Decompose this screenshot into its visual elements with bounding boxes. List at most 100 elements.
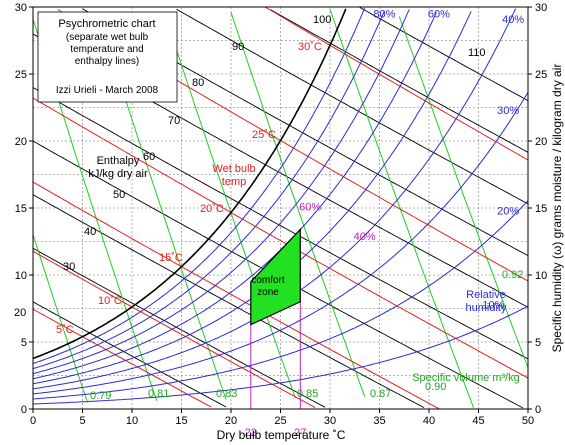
relative-humidity-curve xyxy=(32,10,385,370)
enthalpy-label: 30 xyxy=(63,261,75,273)
wet-bulb-label: 10˚C xyxy=(98,295,122,307)
relative-humidity-curve xyxy=(32,11,437,380)
enthalpy-line xyxy=(32,301,227,408)
specific-volume-label: 0.83 xyxy=(216,388,237,400)
y-tick-label-left: 30 xyxy=(15,2,27,14)
enthalpy-line xyxy=(176,8,529,205)
comfort-zone-label-1: comfort xyxy=(251,275,285,286)
wet-bulb-label: 15˚C xyxy=(159,252,183,264)
y-tick-label-left: 5 xyxy=(21,337,27,349)
chart-curves xyxy=(32,6,529,410)
y-tick-label-left: 10 xyxy=(15,270,27,282)
y-tick-label-left: 15 xyxy=(15,203,27,215)
comfort-zone: comfort zone xyxy=(250,227,301,326)
enthalpy-line xyxy=(270,9,529,153)
specific-volume-line xyxy=(398,16,529,368)
x-tick-label: 10 xyxy=(126,415,138,427)
chart-subtitle-line-2: temperature and xyxy=(70,44,143,55)
specific-volume-label: 0.92 xyxy=(502,269,523,281)
saturation-curve xyxy=(32,8,347,360)
enthalpy-label: 100 xyxy=(313,14,331,26)
wet-bulb-line xyxy=(265,6,529,161)
chart-title-box: Psychrometric chart (separate wet bulb t… xyxy=(37,11,178,103)
x-tick-label: 20 xyxy=(225,415,237,427)
rh-label: 60% xyxy=(299,202,321,214)
comfort-bound-label: 22 xyxy=(245,427,257,439)
rh-label: 40% xyxy=(354,231,376,243)
x-tick-label: 50 xyxy=(522,415,534,427)
enthalpy-label: 20 xyxy=(14,307,26,319)
relative-humidity-curve xyxy=(32,200,529,400)
specific-volume-label: 0.79 xyxy=(90,390,111,402)
wet-bulb-label: 5˚C xyxy=(56,324,74,336)
y-tick-label-left: 0 xyxy=(21,404,27,416)
x-tick-label: 25 xyxy=(274,415,286,427)
relative-humidity-curve xyxy=(32,7,366,364)
chart-author: Izzi Urieli - March 2008 xyxy=(56,85,159,96)
y-tick-label-right: 5 xyxy=(535,337,541,349)
specific-volume-label: 0.87 xyxy=(370,388,391,400)
chart-subtitle-line-1: (separate wet bulb xyxy=(66,32,149,43)
enthalpy-label: 80 xyxy=(192,77,204,89)
specific-volume-label: 0.81 xyxy=(148,388,169,400)
specific-volume-line xyxy=(230,12,366,397)
enthalpy-label: 110 xyxy=(468,47,486,59)
enthalpy-line xyxy=(32,194,425,408)
relative-humidity-curve xyxy=(32,92,529,395)
rh-label: 30% xyxy=(497,105,519,117)
enthalpy-label: 90 xyxy=(232,41,244,53)
y-tick-label-right: 0 xyxy=(535,404,541,416)
specific-volume-line xyxy=(32,234,88,403)
enthalpy-label: 60 xyxy=(143,151,155,163)
specific-volume-line xyxy=(329,8,475,408)
wet-bulb-label: 25˚C xyxy=(252,129,276,141)
rh-label: 10% xyxy=(482,300,504,312)
enthalpy-title-line-2: kJ/kg dry air xyxy=(88,168,148,180)
wet-bulb-title-line-1: Wet bulb xyxy=(212,163,255,175)
rh-title-line-1: Relative xyxy=(466,289,506,301)
y-tick-label-right: 25 xyxy=(535,69,547,81)
wet-bulb-line xyxy=(32,250,316,409)
x-tick-label: 5 xyxy=(79,415,85,427)
rh-label: 80% xyxy=(373,9,395,21)
comfort-zone-polygon xyxy=(250,227,301,326)
enthalpy-line xyxy=(32,87,529,360)
chart-subtitle-line-3: enthalpy lines) xyxy=(75,56,139,67)
enthalpy-line xyxy=(32,247,326,408)
y-tick-label-left: 25 xyxy=(15,69,27,81)
wet-bulb-label: 30˚C xyxy=(298,41,322,53)
comfort-bound-label: 27 xyxy=(294,427,306,439)
y-tick-label-right: 20 xyxy=(535,136,547,148)
specific-volume-label: 0.90 xyxy=(425,381,446,393)
rh-title-line-2: humidity xyxy=(466,302,507,314)
x-axis-label: Dry bulb temperature ˚C xyxy=(217,428,346,442)
enthalpy-label: 50 xyxy=(113,189,125,201)
enthalpy-title-line-1: Enthalpy xyxy=(97,155,140,167)
y-tick-label-right: 10 xyxy=(535,270,547,282)
y-tick-label-right: 30 xyxy=(535,2,547,14)
wet-bulb-label: 20˚C xyxy=(200,203,224,215)
rh-label: 60% xyxy=(428,9,450,21)
wet-bulb-line xyxy=(32,97,529,379)
comfort-zone-label-2: zone xyxy=(257,287,279,298)
x-tick-label: 40 xyxy=(423,415,435,427)
x-tick-label: 0 xyxy=(30,415,36,427)
y-tick-label-right: 15 xyxy=(535,203,547,215)
enthalpy-line xyxy=(359,7,529,101)
rh-label: 20% xyxy=(497,206,519,218)
wet-bulb-title-line-2: temp xyxy=(222,176,246,188)
enthalpy-label: 70 xyxy=(168,115,180,127)
x-tick-label: 15 xyxy=(175,415,187,427)
specific-volume-title: Specific volume m³/kg xyxy=(412,372,520,384)
x-tick-label: 45 xyxy=(472,415,484,427)
wet-bulb-line xyxy=(32,308,212,408)
wet-bulb-line xyxy=(32,181,440,410)
enthalpy-label: 40 xyxy=(84,226,96,238)
relative-humidity-curve xyxy=(32,305,529,405)
rh-label: 40% xyxy=(502,14,524,26)
chart-title: Psychrometric chart xyxy=(58,18,155,30)
y-tick-label-left: 20 xyxy=(15,136,27,148)
